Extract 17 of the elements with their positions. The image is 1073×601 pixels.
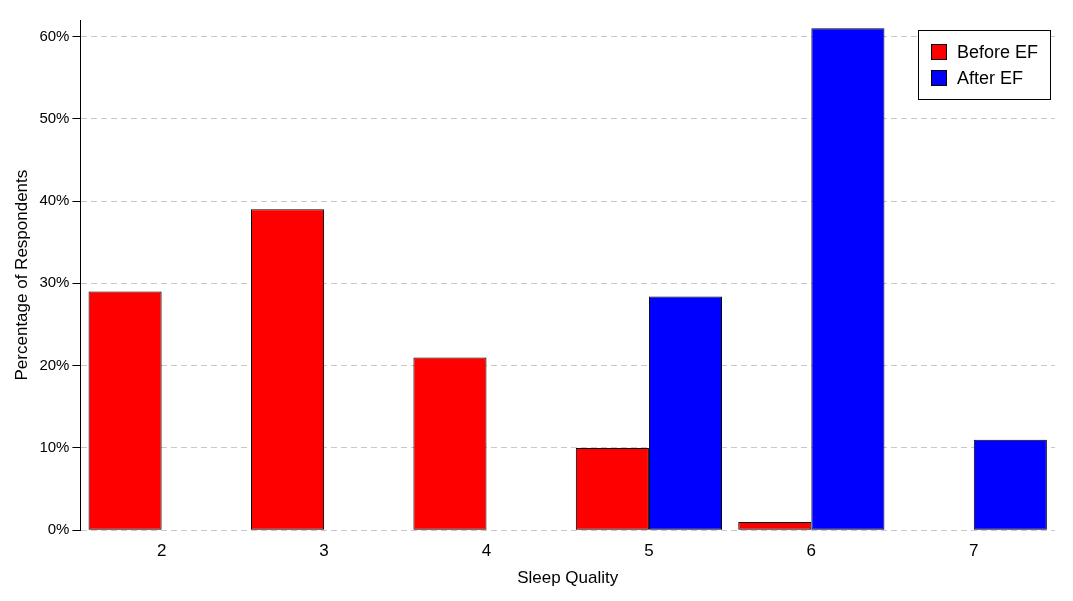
y-tick-label: 60% (39, 26, 70, 44)
x-tick-label: 4 (481, 541, 492, 561)
y-tick-label: 10% (39, 438, 70, 456)
y-tick-label: 30% (39, 273, 70, 291)
x-axis-title: Sleep Quality (517, 568, 619, 588)
legend-label: After EF (956, 67, 1023, 90)
x-tick-label: 5 (644, 541, 654, 561)
y-tick-label: 40% (39, 191, 70, 209)
x-tick-label: 3 (319, 541, 329, 561)
x-tick-label: 6 (806, 541, 817, 561)
y-tick-label: 20% (39, 355, 70, 373)
x-tick-label: 7 (969, 541, 979, 561)
y-axis-title: Percentage of Respondents (11, 169, 31, 381)
x-tick-label: 2 (156, 541, 167, 561)
y-tick-label: 0% (47, 520, 70, 538)
y-tick-label: 50% (39, 108, 70, 126)
legend-label: Before EF (956, 41, 1038, 64)
